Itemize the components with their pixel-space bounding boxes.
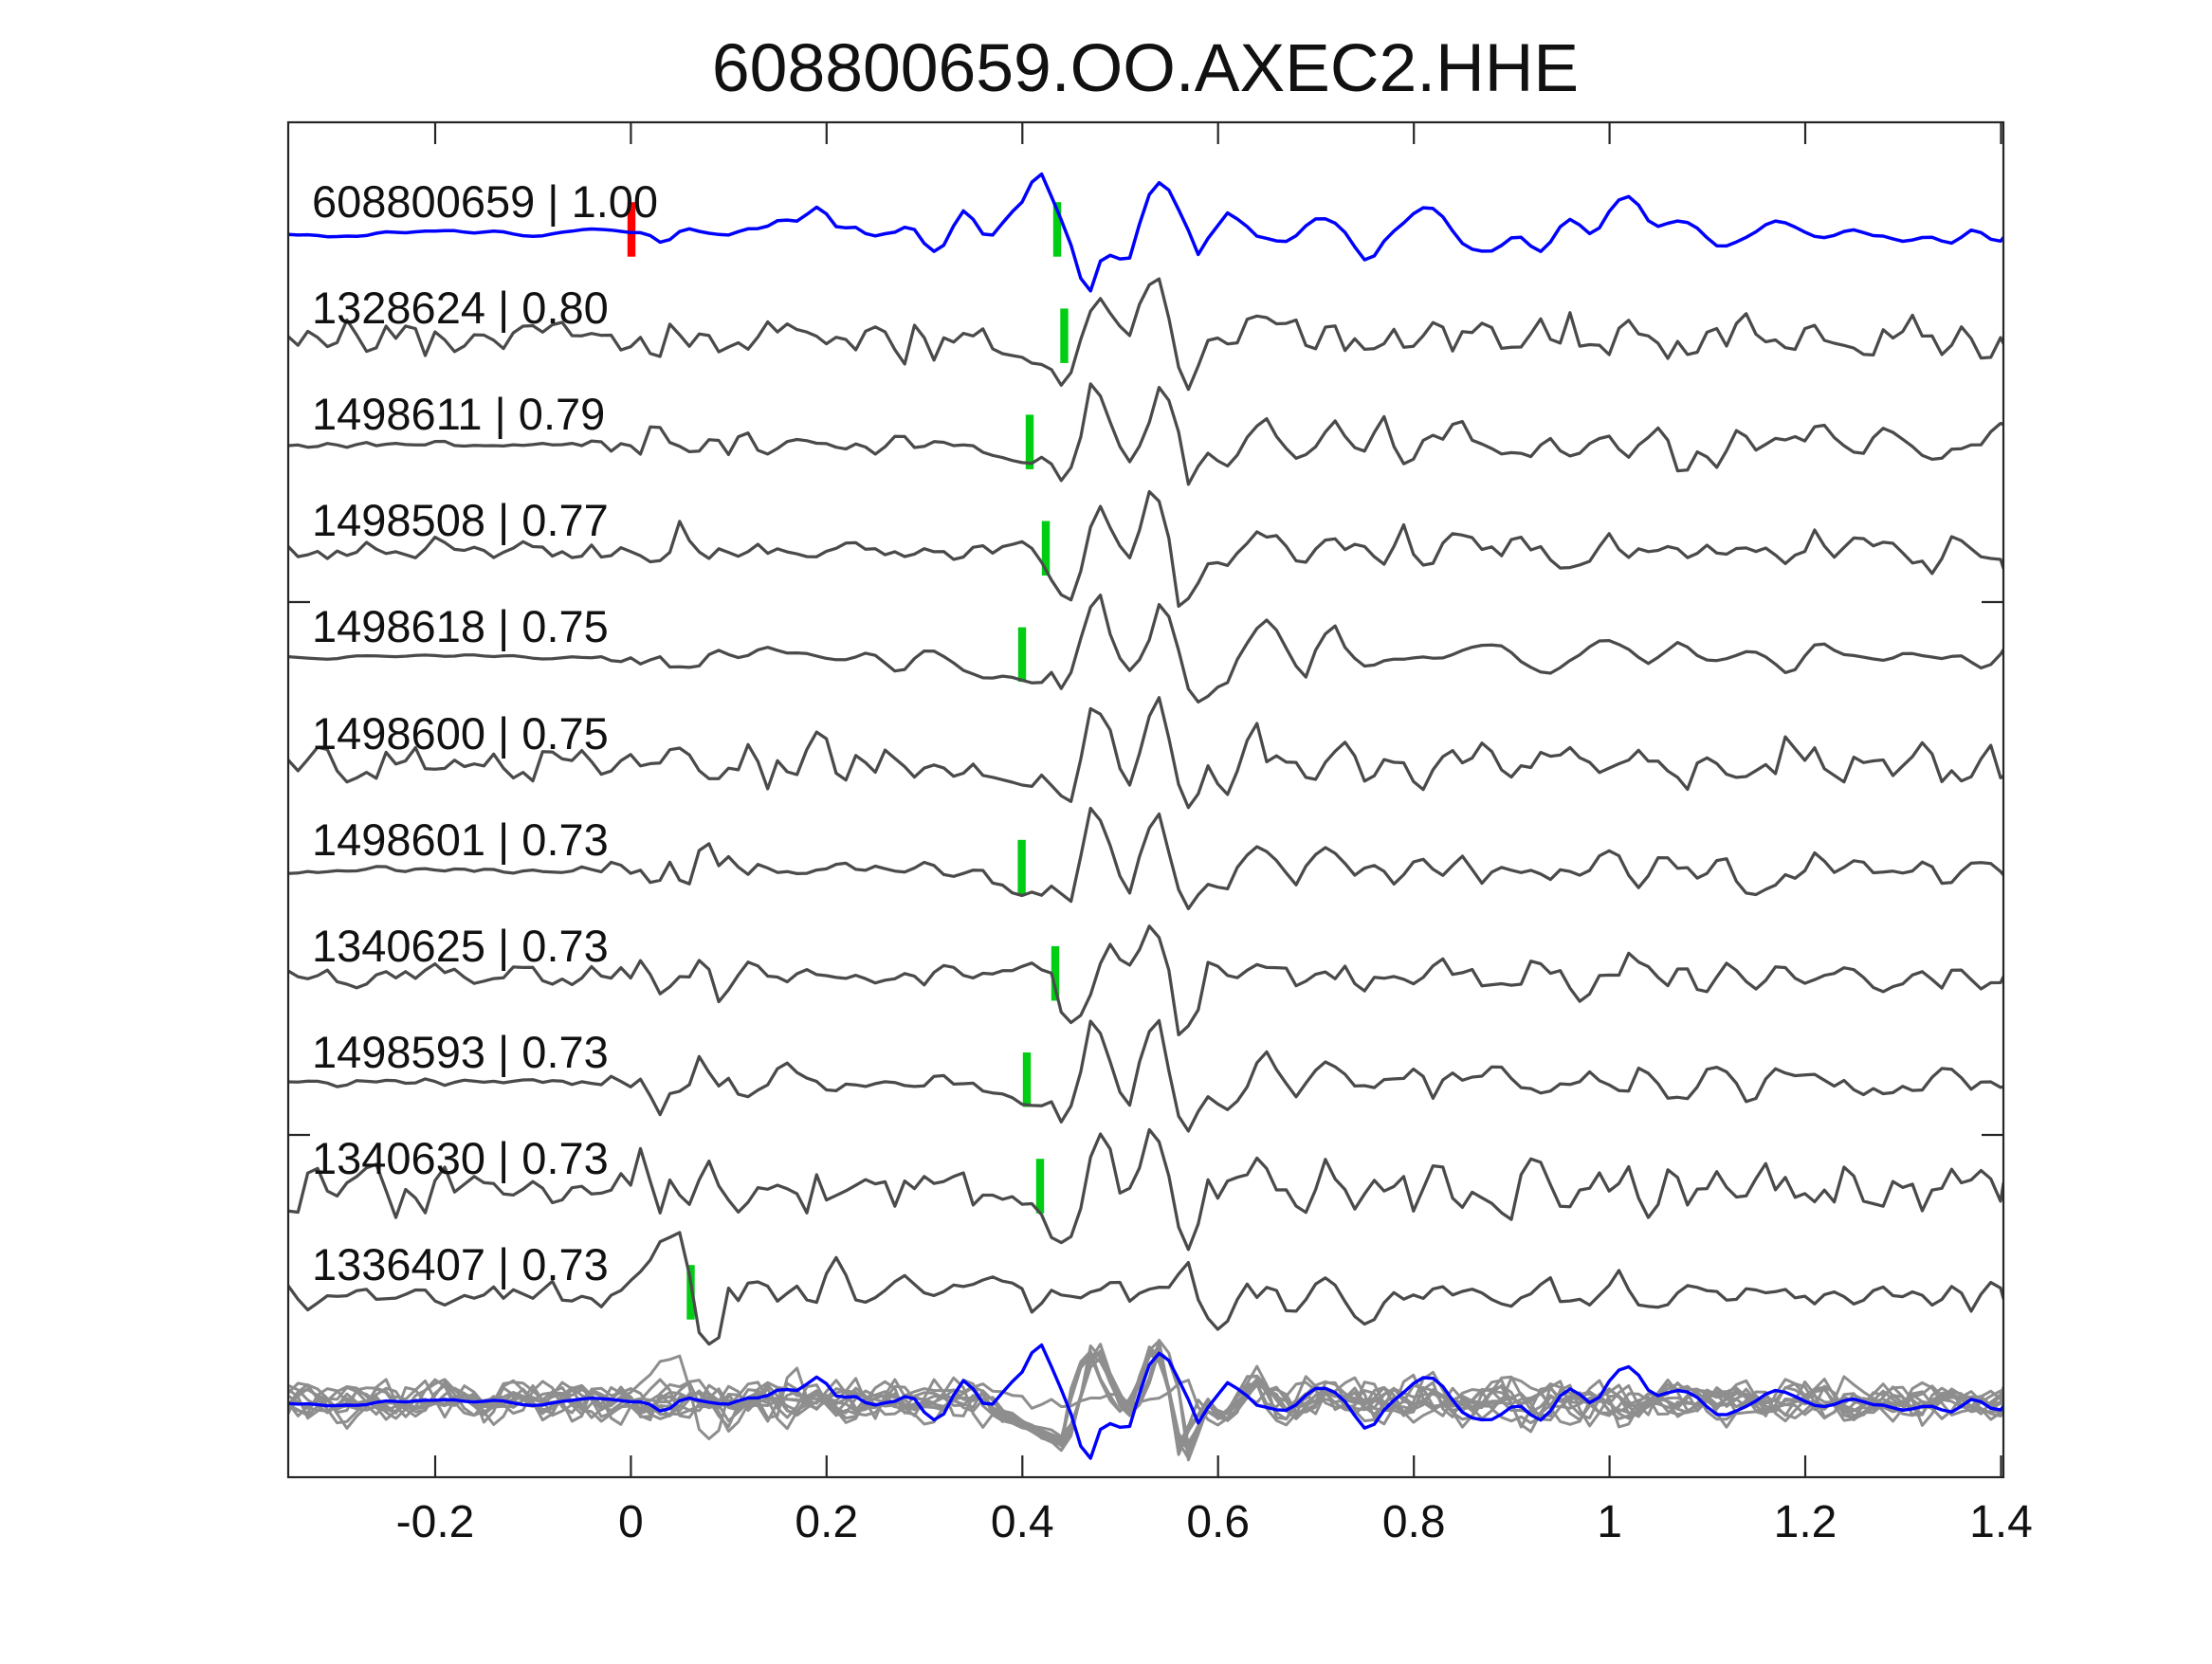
svg-text:0.8: 0.8 xyxy=(1382,1497,1446,1547)
svg-text:1340630 | 0.73: 1340630 | 0.73 xyxy=(312,1133,609,1183)
svg-text:1498601 | 0.73: 1498601 | 0.73 xyxy=(312,814,609,865)
svg-text:1498593 | 0.73: 1498593 | 0.73 xyxy=(312,1027,609,1077)
svg-text:1.2: 1.2 xyxy=(1774,1497,1837,1547)
svg-text:0.2: 0.2 xyxy=(795,1497,858,1547)
svg-text:0.6: 0.6 xyxy=(1186,1497,1250,1547)
svg-text:0.4: 0.4 xyxy=(991,1497,1054,1547)
svg-text:-0.2: -0.2 xyxy=(396,1497,475,1547)
svg-text:1498618 | 0.75: 1498618 | 0.75 xyxy=(312,601,609,651)
svg-text:1498600 | 0.75: 1498600 | 0.75 xyxy=(312,708,609,759)
svg-text:1336407 | 0.73: 1336407 | 0.73 xyxy=(312,1239,609,1289)
svg-text:608800659.OO.AXEC2.HHE: 608800659.OO.AXEC2.HHE xyxy=(712,30,1579,106)
svg-text:0: 0 xyxy=(618,1497,644,1547)
svg-text:608800659 | 1.00: 608800659 | 1.00 xyxy=(312,176,658,227)
svg-text:1340625 | 0.73: 1340625 | 0.73 xyxy=(312,921,609,971)
svg-text:1328624 | 0.80: 1328624 | 0.80 xyxy=(312,283,609,333)
svg-text:1: 1 xyxy=(1597,1497,1622,1547)
svg-text:1.4: 1.4 xyxy=(1969,1497,2033,1547)
svg-text:1498508 | 0.77: 1498508 | 0.77 xyxy=(312,495,609,545)
svg-text:1498611 | 0.79: 1498611 | 0.79 xyxy=(312,389,605,439)
